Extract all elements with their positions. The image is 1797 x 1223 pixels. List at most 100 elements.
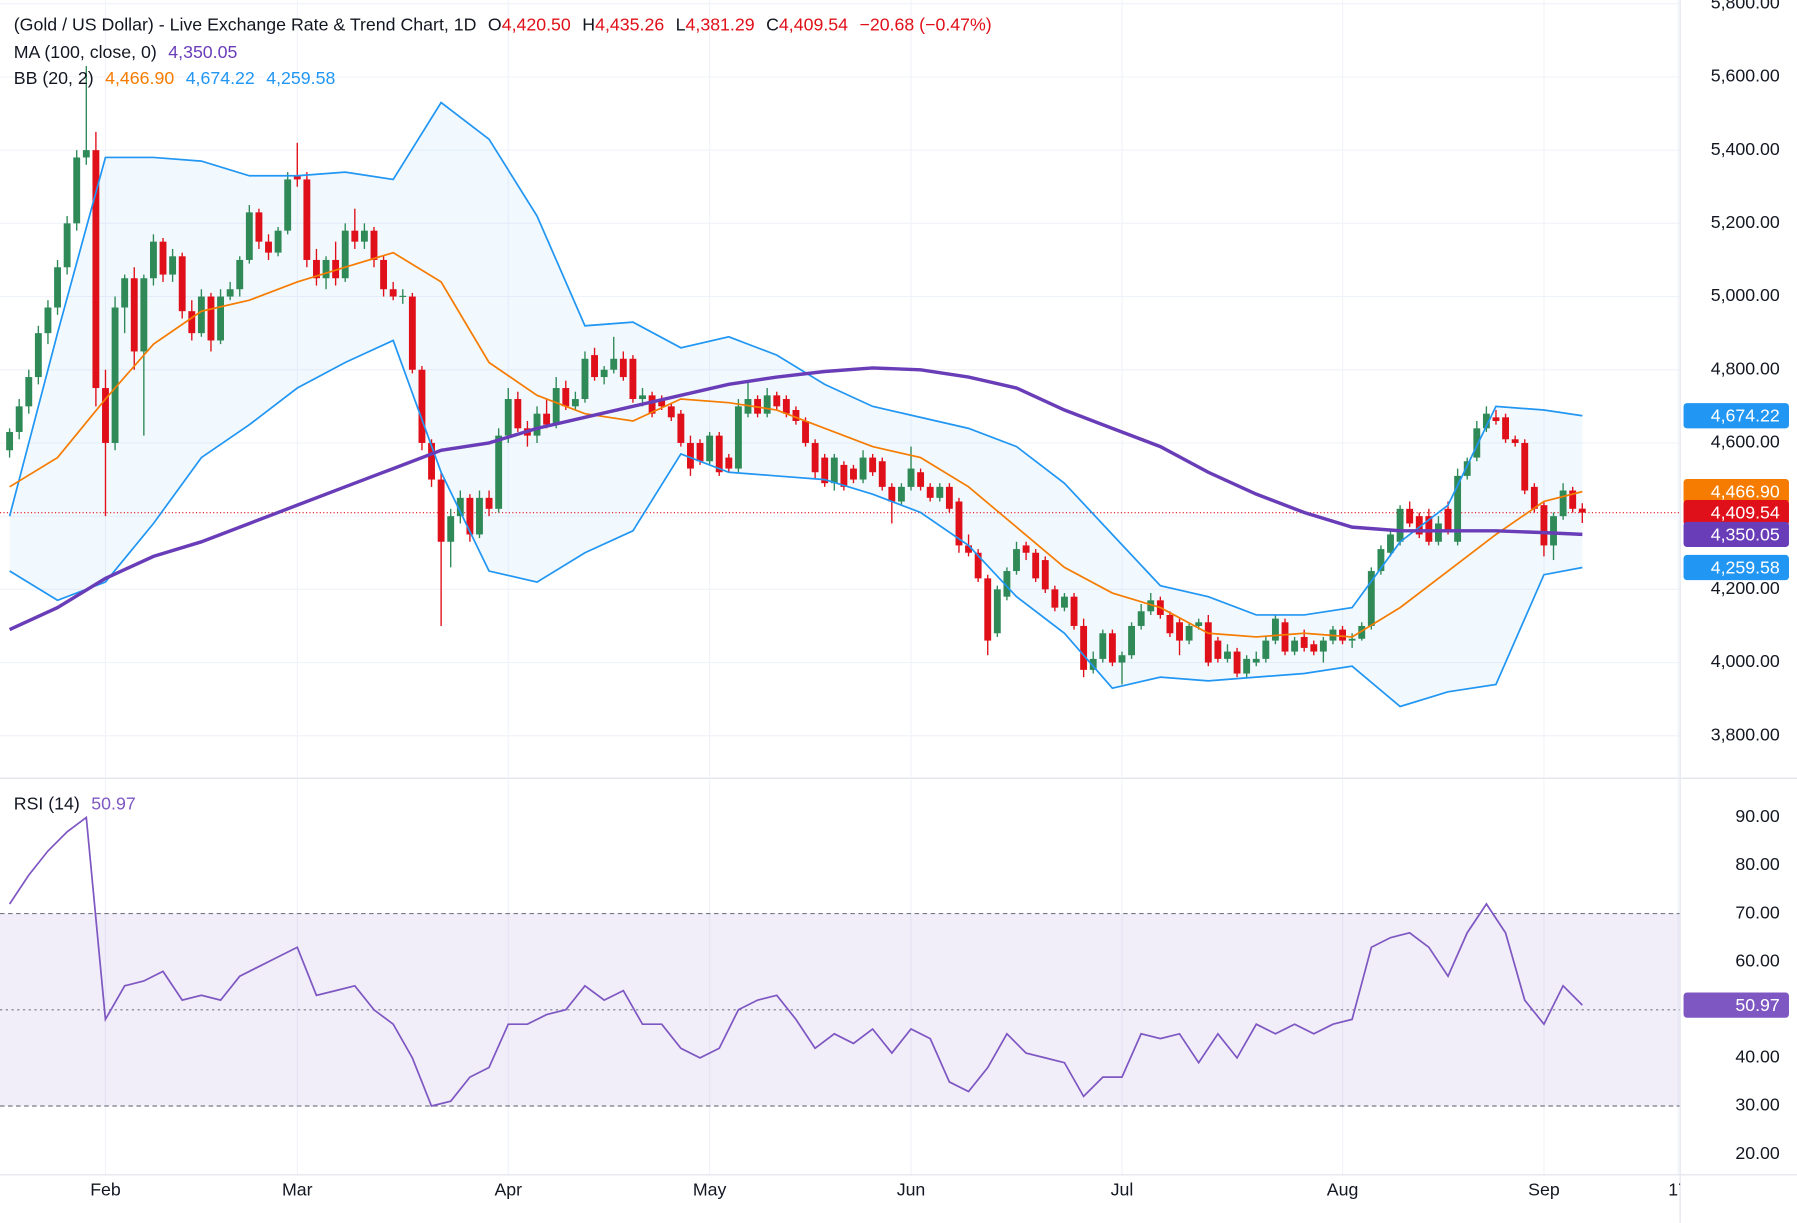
candle-body	[428, 442, 435, 480]
candle-body	[504, 399, 512, 436]
candle-body	[437, 479, 445, 542]
ohlc-value: 4,409.54	[779, 14, 848, 34]
candle-body	[1185, 625, 1193, 641]
candle-body	[1128, 625, 1136, 656]
candle-body	[1013, 549, 1020, 572]
candle-body	[715, 435, 723, 473]
y-tick-label: 5,400.00	[1711, 139, 1780, 159]
y-tick-label: 4,200.00	[1711, 578, 1780, 598]
candle-body	[456, 497, 464, 517]
candle-body	[140, 278, 148, 352]
price-tag-label: 4,259.58	[1711, 557, 1780, 577]
rsi-name: RSI (14)	[14, 793, 80, 813]
candle-body	[159, 241, 167, 275]
candle-body	[389, 289, 397, 297]
candle-body	[581, 358, 589, 400]
y-tick-label: 5,000.00	[1711, 285, 1780, 305]
candle-body	[418, 369, 426, 443]
candle-body	[1041, 560, 1049, 590]
candle-body	[1550, 516, 1557, 546]
y-tick-label: 20.00	[1735, 1143, 1780, 1163]
y-tick-label: 80.00	[1735, 854, 1780, 874]
x-tick-label: Sep	[1528, 1180, 1560, 1200]
candle-body	[629, 358, 637, 400]
candle-body	[169, 256, 177, 275]
candle-body	[917, 472, 925, 487]
candle-body	[111, 307, 119, 443]
candle-body	[821, 457, 829, 484]
bb-basis-value: 4,466.90	[105, 68, 174, 88]
candle-body	[255, 212, 263, 242]
candle-body	[1569, 490, 1577, 509]
x-tick-label: 17	[1668, 1180, 1688, 1200]
candle-body	[591, 355, 598, 378]
bb-lower-value: 4,259.58	[266, 68, 335, 88]
candle-body	[226, 289, 234, 297]
candle-body	[706, 435, 714, 462]
candle-body	[34, 333, 42, 378]
candle-body	[1262, 640, 1270, 659]
bb-basis-line	[9, 251, 1583, 638]
candle-body	[1444, 508, 1452, 531]
candle-body	[648, 395, 656, 414]
candle-body	[82, 150, 90, 158]
candle-body	[485, 497, 493, 509]
candle-body	[658, 399, 666, 407]
candle-body	[1291, 640, 1299, 652]
candle-body	[1454, 475, 1462, 542]
candle-body	[25, 377, 33, 407]
candle-body	[1003, 571, 1011, 597]
candle-body	[1243, 658, 1251, 674]
candle-body	[360, 230, 368, 242]
x-tick-label: Mar	[282, 1180, 313, 1200]
price-tag-label: 4,409.54	[1711, 502, 1780, 522]
candle-body	[840, 464, 848, 487]
y-tick-label: 5,800.00	[1711, 0, 1780, 12]
candle-body	[773, 395, 781, 407]
candle-body	[178, 256, 186, 312]
price-tag-label: 4,350.05	[1711, 524, 1780, 544]
candle-body	[1252, 658, 1260, 663]
x-tick-label: Jun	[897, 1180, 926, 1200]
y-tick-label: 5,600.00	[1711, 66, 1780, 86]
candle-body	[878, 461, 886, 487]
candle-body	[600, 369, 608, 378]
candle-body	[667, 406, 675, 418]
candle-body	[207, 296, 215, 341]
candle-body	[619, 358, 627, 378]
price-tag	[1683, 479, 1789, 505]
candle-body	[63, 223, 71, 268]
candle-body	[562, 388, 570, 407]
candle-body	[869, 457, 877, 473]
candle-body	[897, 486, 905, 502]
y-tick-label: 3,800.00	[1711, 724, 1780, 744]
candle-body	[514, 399, 522, 429]
candle-body	[696, 442, 704, 462]
legend-line: BB (20, 2) 4,466.90 4,674.22 4,259.58	[14, 68, 336, 88]
y-tick-label: 4,000.00	[1711, 651, 1780, 671]
candle-body	[1377, 549, 1385, 572]
ma-line	[8, 366, 1583, 632]
price-tag	[1683, 521, 1789, 548]
candle-body	[907, 468, 915, 487]
ohlc-key: H	[582, 14, 595, 34]
candle-body	[1108, 633, 1116, 663]
candle-body	[782, 399, 790, 414]
ohlc-key: O	[488, 14, 502, 34]
change: −20.68 (−0.47%)	[859, 14, 991, 34]
candle-body	[245, 212, 253, 260]
bb-lower-line	[9, 339, 1583, 708]
candle-body	[1358, 625, 1366, 639]
price-tag-label: 4,674.22	[1711, 406, 1780, 426]
candle-body	[341, 230, 349, 279]
legend-title: (Gold / US Dollar) - Live Exchange Rate …	[14, 14, 477, 34]
axis-layer: Feb Mar Apr May Jun Jul Aug Sep 17 3,800.00 4,000.…	[90, 0, 1789, 1200]
candle-body	[466, 497, 474, 535]
candle-body	[284, 179, 292, 231]
candle-body	[149, 241, 157, 279]
candle-body	[476, 497, 483, 535]
ohlc-key: L	[676, 14, 686, 34]
candle-body	[763, 395, 771, 414]
candle-body	[687, 442, 694, 469]
candle-body	[313, 259, 320, 279]
